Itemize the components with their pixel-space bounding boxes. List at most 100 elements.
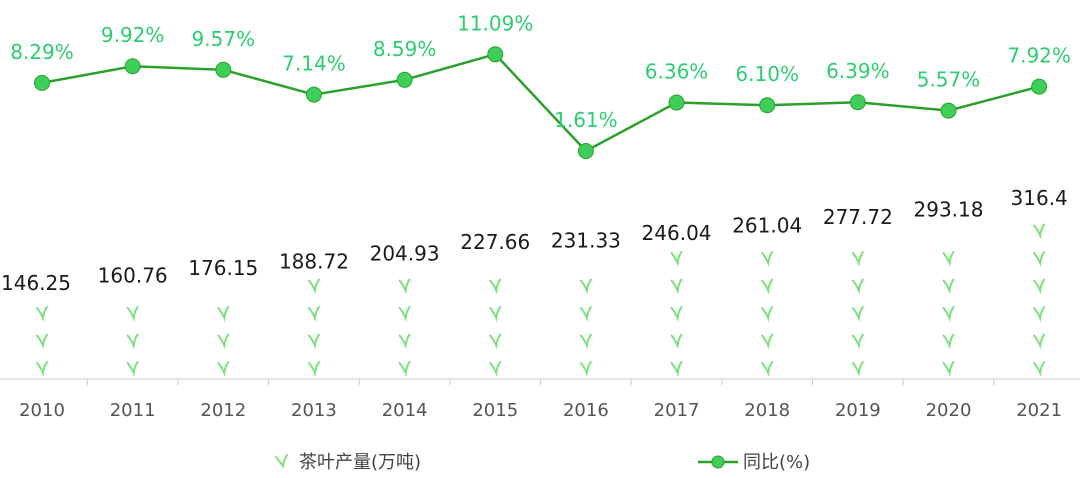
leaf-icon xyxy=(851,361,864,377)
bar-value-label-2012: 176.15 xyxy=(188,256,258,280)
leaf-icon xyxy=(398,306,411,322)
leaf-icon xyxy=(489,278,502,295)
leaf-icon xyxy=(942,251,955,267)
leaf-icon xyxy=(942,333,955,350)
bar-value-label-2019: 277.72 xyxy=(823,205,893,229)
yoy-value-label-2017: 6.36% xyxy=(645,60,709,84)
leaf-icon xyxy=(579,361,592,377)
yoy-value-label-2010: 8.29% xyxy=(10,40,74,64)
leaf-icon xyxy=(217,306,230,322)
yoy-value-label-2013: 7.14% xyxy=(282,52,346,76)
yoy-marker-2014 xyxy=(396,71,413,88)
x-tick-label-2014: 2014 xyxy=(382,400,428,421)
x-tick-label-2015: 2015 xyxy=(472,400,518,421)
yoy-marker-2017 xyxy=(668,94,685,111)
bar-2021 xyxy=(1033,223,1046,377)
bar-value-label-2017: 246.04 xyxy=(642,221,712,245)
leaf-icon xyxy=(851,306,864,322)
yoy-marker-2016 xyxy=(577,143,594,159)
leaf-icon xyxy=(36,361,48,377)
bar-value-label-2021: 316.4 xyxy=(1011,186,1068,210)
bar-2015 xyxy=(489,278,502,377)
leaf-icon xyxy=(126,333,139,350)
legend: 茶叶产量(万吨) 同比(%) xyxy=(275,452,810,473)
bar-2020 xyxy=(942,251,955,377)
leaf-icon xyxy=(851,278,864,295)
leaf-icon xyxy=(36,333,48,350)
yoy-value-label-2021: 7.92% xyxy=(1007,44,1071,68)
yoy-marker-2018 xyxy=(759,97,776,114)
leaf-icon xyxy=(761,361,774,377)
leaf-icon xyxy=(36,306,48,322)
bar-value-label-2011: 160.76 xyxy=(98,264,168,288)
production-value-labels: 146.25 160.76 176.15 188.72 204.93 227.66 231.… xyxy=(1,186,1068,295)
leaf-icon xyxy=(579,306,592,322)
leaf-icon xyxy=(1033,306,1046,322)
bar-2014 xyxy=(398,278,411,377)
leaf-icon xyxy=(761,333,774,350)
bar-value-label-2015: 227.66 xyxy=(460,230,530,254)
yoy-marker-2020 xyxy=(940,102,957,119)
yoy-value-labels: 8.29% 9.92% 9.57% 7.14% 8.59% 11.09% 1.61% 6.36… xyxy=(10,11,1071,132)
leaf-icon xyxy=(1033,278,1046,295)
leaf-icon xyxy=(761,306,774,322)
bar-2016 xyxy=(579,278,592,377)
yoy-value-label-2011: 9.92% xyxy=(101,23,165,47)
leaf-icon xyxy=(1033,223,1046,240)
yoy-marker-2013 xyxy=(305,86,322,103)
leaf-icon xyxy=(126,306,139,322)
bar-value-label-2013: 188.72 xyxy=(279,250,349,274)
yoy-value-label-2014: 8.59% xyxy=(373,37,437,61)
x-axis-ticks: 2010 2011 2012 2013 2014 2015 2016 2017 2018 2019… xyxy=(19,379,1062,421)
yoy-value-label-2019: 6.39% xyxy=(826,59,890,83)
bar-2019 xyxy=(851,251,864,377)
x-tick-label-2016: 2016 xyxy=(563,400,609,421)
bar-value-label-2016: 231.33 xyxy=(551,228,621,252)
leaf-icon xyxy=(398,333,411,350)
leaf-icon xyxy=(670,361,683,377)
bar-2012 xyxy=(217,306,230,377)
leaf-icon xyxy=(942,278,955,295)
leaf-icon xyxy=(579,333,592,350)
leaf-icon xyxy=(942,306,955,322)
leaf-icon xyxy=(217,361,230,377)
bar-2017 xyxy=(670,251,683,377)
leaf-icon xyxy=(761,251,774,267)
yoy-marker-2015 xyxy=(487,46,504,63)
leaf-icon xyxy=(761,278,774,295)
production-bars xyxy=(36,223,1046,377)
yoy-value-label-2018: 6.10% xyxy=(735,62,799,86)
legend-label-yoy: 同比(%) xyxy=(743,452,810,473)
yoy-value-label-2012: 9.57% xyxy=(192,27,256,51)
x-tick-label-2012: 2012 xyxy=(200,400,246,421)
x-tick-label-2017: 2017 xyxy=(654,400,700,421)
x-tick-label-2011: 2011 xyxy=(110,400,156,421)
yoy-markers xyxy=(34,46,1048,159)
x-tick-label-2018: 2018 xyxy=(744,400,790,421)
leaf-icon xyxy=(942,361,955,377)
leaf-icon xyxy=(398,278,411,295)
marker-legend-icon xyxy=(711,455,725,469)
x-tick-label-2019: 2019 xyxy=(835,400,881,421)
leaf-icon xyxy=(307,306,320,322)
bar-2011 xyxy=(126,306,139,377)
leaf-icon xyxy=(670,333,683,350)
leaf-icon xyxy=(670,306,683,322)
leaf-icon xyxy=(851,333,864,350)
bar-value-label-2018: 261.04 xyxy=(732,213,802,237)
leaf-icon xyxy=(217,333,230,350)
bar-value-label-2010: 146.25 xyxy=(1,271,71,295)
leaf-legend-icon xyxy=(275,454,288,469)
leaf-icon xyxy=(307,333,320,350)
leaf-icon xyxy=(1033,251,1046,267)
x-tick-label-2010: 2010 xyxy=(19,400,65,421)
leaf-icon xyxy=(489,306,502,322)
yoy-marker-2010 xyxy=(34,74,50,91)
leaf-icon xyxy=(1033,333,1046,350)
bar-value-label-2014: 204.93 xyxy=(370,242,440,266)
leaf-icon xyxy=(398,361,411,377)
leaf-icon xyxy=(489,361,502,377)
leaf-icon xyxy=(851,251,864,267)
legend-item-yoy: 同比(%) xyxy=(698,452,810,473)
